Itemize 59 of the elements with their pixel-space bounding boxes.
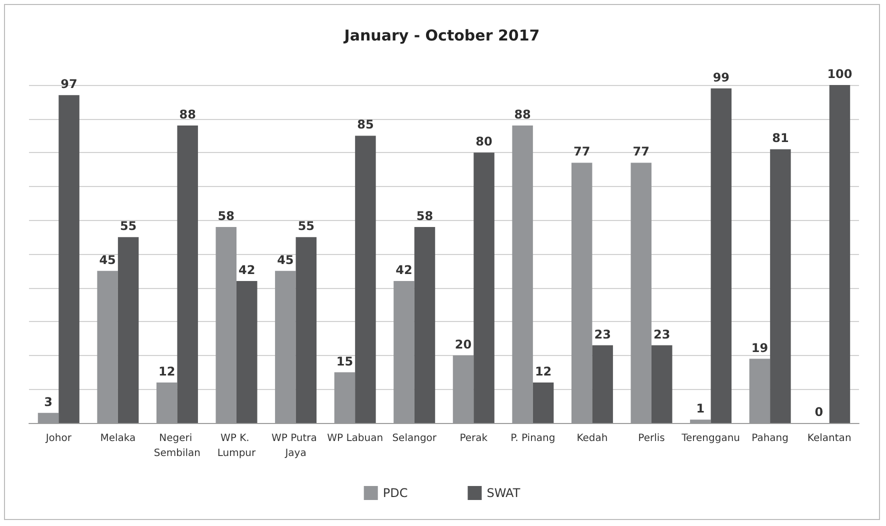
data-label: 80 xyxy=(476,134,492,149)
x-tick-label: Johor xyxy=(44,433,72,444)
data-label: 85 xyxy=(357,118,374,132)
data-label: 55 xyxy=(298,219,315,234)
x-tick-label: Perak xyxy=(460,433,488,444)
data-label: 20 xyxy=(454,337,472,352)
x-tick-label: WP Putra Jaya xyxy=(271,433,320,459)
legend-label: SWAT xyxy=(486,486,521,500)
x-tick-label: Perlis xyxy=(638,433,665,444)
data-label: 3 xyxy=(44,394,52,409)
bar xyxy=(177,126,198,423)
data-label: 15 xyxy=(336,354,354,368)
bar xyxy=(414,226,436,423)
x-tick-label: Negeri Sembilan xyxy=(154,433,201,459)
x-tick-label: Melaka xyxy=(100,433,136,444)
data-label: 12 xyxy=(534,364,552,378)
legend-label: PDC xyxy=(382,486,408,500)
bar xyxy=(829,85,850,423)
bar xyxy=(710,88,732,423)
bar xyxy=(770,149,791,423)
x-tick-label: Pahang xyxy=(752,433,789,444)
data-label: 81 xyxy=(772,131,789,146)
data-label: 1 xyxy=(696,402,705,416)
x-tick-label: Kelantan xyxy=(807,433,852,444)
bar xyxy=(592,345,613,423)
bar xyxy=(474,152,494,423)
data-label: 100 xyxy=(827,67,852,81)
bar xyxy=(652,345,672,423)
data-label: 19 xyxy=(751,340,768,355)
data-label: 45 xyxy=(99,252,116,267)
bar xyxy=(355,136,376,423)
x-tick-label: P. Pinang xyxy=(510,433,556,444)
data-label: 45 xyxy=(277,252,294,267)
data-label: 0 xyxy=(814,405,824,419)
data-label: 42 xyxy=(396,263,412,278)
bar xyxy=(118,237,139,423)
data-label: 88 xyxy=(514,108,531,122)
data-label: 99 xyxy=(712,70,730,84)
bar xyxy=(532,382,554,423)
bar xyxy=(296,237,317,423)
data-label: 55 xyxy=(120,219,137,234)
x-tick-label: Kedah xyxy=(576,433,608,444)
data-label: 58 xyxy=(218,208,234,223)
data-label: 77 xyxy=(632,144,650,159)
data-label: 23 xyxy=(654,327,670,342)
data-label: 42 xyxy=(238,263,256,278)
x-tick-label: Selangor xyxy=(392,433,438,444)
data-label: 12 xyxy=(158,364,176,378)
bar xyxy=(236,281,258,423)
data-label: 88 xyxy=(179,108,196,122)
x-tick-label: WP Labuan xyxy=(327,433,384,444)
data-label: 23 xyxy=(594,327,611,342)
data-label: 58 xyxy=(416,208,434,223)
bar xyxy=(58,95,80,423)
x-tick-label: WP K. Lumpur xyxy=(217,433,257,459)
x-tick-label: Terengganu xyxy=(680,433,740,444)
data-label: 97 xyxy=(60,77,78,92)
chart-title: January - October 2017 xyxy=(343,26,540,44)
data-label: 77 xyxy=(573,144,590,159)
